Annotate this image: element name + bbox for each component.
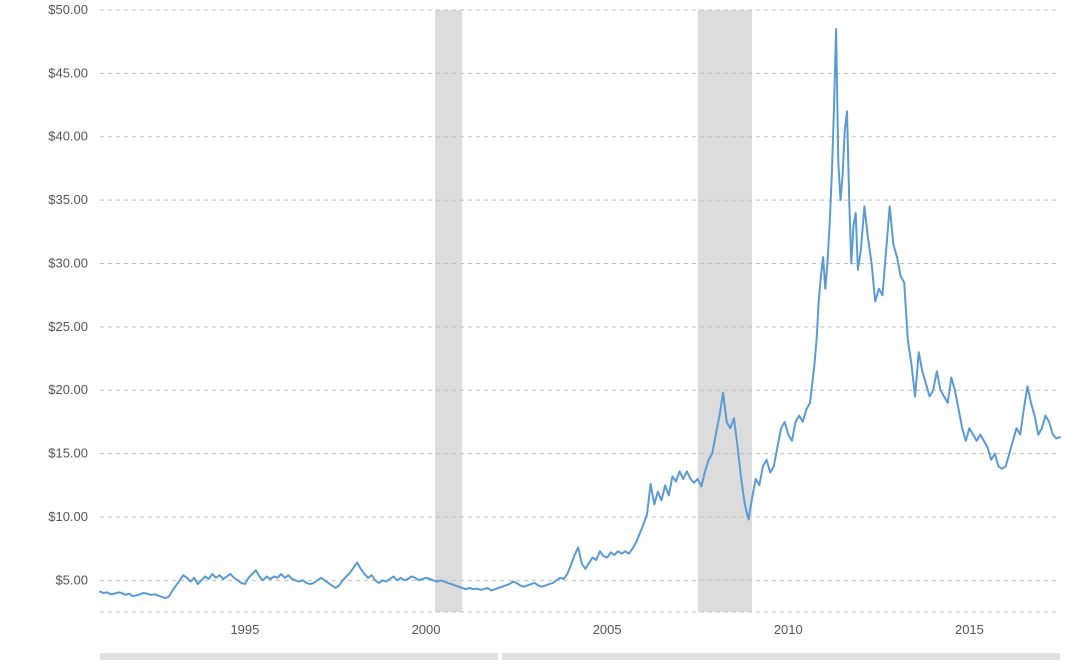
x-tick-label: 2010 bbox=[774, 622, 803, 637]
y-tick-label: $20.00 bbox=[48, 382, 88, 397]
recession-band bbox=[435, 10, 462, 612]
range-scroll-track[interactable] bbox=[100, 653, 498, 660]
recession-band bbox=[698, 10, 752, 612]
y-tick-label: $30.00 bbox=[48, 255, 88, 270]
x-tick-label: 1995 bbox=[230, 622, 259, 637]
y-tick-label: $45.00 bbox=[48, 65, 88, 80]
x-tick-label: 2015 bbox=[955, 622, 984, 637]
price-series-line bbox=[100, 29, 1060, 598]
y-tick-label: $35.00 bbox=[48, 192, 88, 207]
chart-svg: $5.00 $10.00 $15.00 $20.00 $25.00 $30.00 $35.0… bbox=[0, 0, 1079, 669]
x-tick-label: 2005 bbox=[593, 622, 622, 637]
y-tick-label: $40.00 bbox=[48, 129, 88, 144]
x-tick-label: 2000 bbox=[412, 622, 441, 637]
y-tick-label: $5.00 bbox=[55, 572, 88, 587]
y-tick-label: $25.00 bbox=[48, 319, 88, 334]
price-history-chart: { "chart": { "type": "line", "width": 10… bbox=[0, 0, 1079, 669]
y-tick-label: $50.00 bbox=[48, 2, 88, 17]
y-tick-label: $10.00 bbox=[48, 509, 88, 524]
y-tick-label: $15.00 bbox=[48, 446, 88, 461]
range-scroll-track[interactable] bbox=[502, 653, 1060, 660]
